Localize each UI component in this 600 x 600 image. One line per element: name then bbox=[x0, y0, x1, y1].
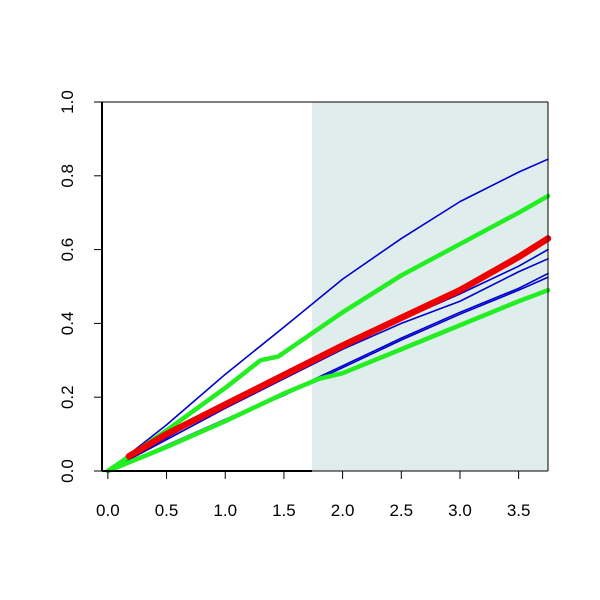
series-layer bbox=[105, 158, 552, 474]
series-line-1 bbox=[107, 158, 549, 472]
series-line-8 bbox=[125, 235, 552, 460]
x-tick-label-4: 2.0 bbox=[331, 501, 355, 520]
x-tick-label-1: 0.5 bbox=[155, 501, 179, 520]
y-tick-label-2: 0.4 bbox=[58, 312, 77, 336]
series-line-7 bbox=[105, 287, 551, 474]
y-tick-label-5: 1.0 bbox=[58, 90, 77, 114]
x-tick-label-5: 2.5 bbox=[389, 501, 413, 520]
x-tick-label-2: 1.0 bbox=[213, 501, 237, 520]
y-tick-label-3: 0.6 bbox=[58, 238, 77, 262]
y-tick-label-0: 0.0 bbox=[58, 459, 77, 483]
y-tick-label-4: 0.8 bbox=[58, 164, 77, 188]
x-tick-label-3: 1.5 bbox=[272, 501, 296, 520]
shaded-region bbox=[312, 102, 548, 471]
chart-plot-area: 0.0 0.5 1.0 1.5 2.0 2.5 3.0 3.5 0.0 0.2 0.4 0.6 0.8 1… bbox=[58, 90, 552, 520]
x-tick-label-0: 0.0 bbox=[96, 501, 120, 520]
axes-layer: 0.0 0.5 1.0 1.5 2.0 2.5 3.0 3.5 0.0 0.2 0.4 0.6 0.8 1… bbox=[58, 90, 549, 520]
x-tick-label-7: 3.5 bbox=[507, 501, 531, 520]
series-line-3 bbox=[107, 258, 549, 472]
x-tick-label-6: 3.0 bbox=[448, 501, 472, 520]
series-line-6 bbox=[105, 193, 551, 474]
y-tick-label-1: 0.2 bbox=[58, 385, 77, 409]
